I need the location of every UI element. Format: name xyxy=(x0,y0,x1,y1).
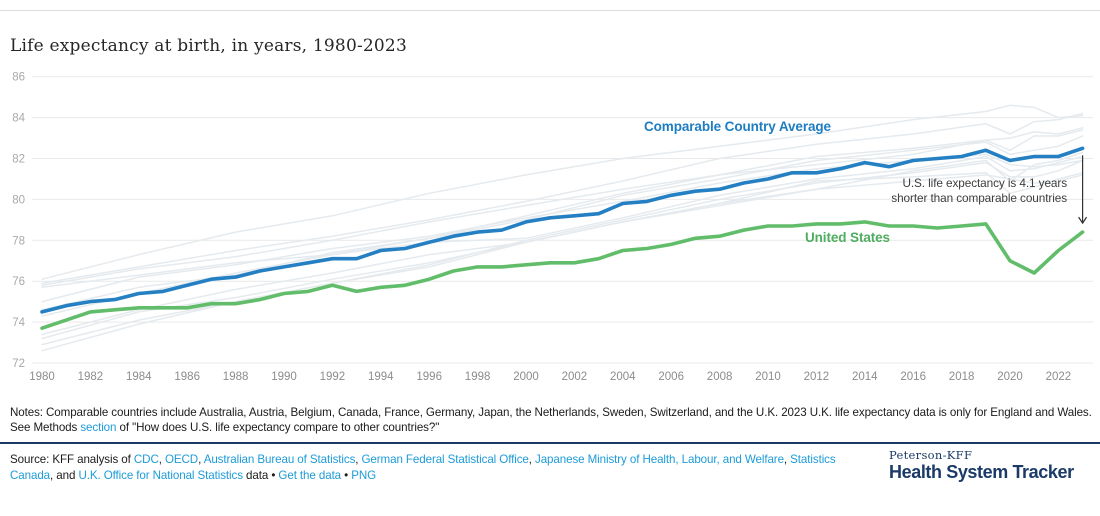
gap-annotation-line1: U.S. life expectancy is 4.1 years xyxy=(902,176,1067,190)
health-system-tracker-logo[interactable]: Peterson-KFF Health System Tracker xyxy=(889,448,1074,483)
source-link[interactable]: Statistics Canada xyxy=(10,453,836,482)
source-link[interactable]: OECD xyxy=(164,453,199,466)
x-tick-label: 1998 xyxy=(465,371,491,383)
source-text: data xyxy=(242,468,272,482)
x-tick-label: 1986 xyxy=(174,371,200,383)
notes-text-line1: Notes: Comparable countries include Aust… xyxy=(10,406,1092,419)
x-tick-label: 2018 xyxy=(949,371,975,383)
x-tick-label: 1984 xyxy=(126,371,152,383)
source-text: • xyxy=(341,468,352,482)
source-text: Source: KFF analysis of xyxy=(10,453,134,466)
source-link[interactable]: Get the data xyxy=(278,468,342,482)
footer-divider xyxy=(0,442,1100,444)
methods-section-link[interactable]: section xyxy=(80,421,117,434)
background-country-line xyxy=(41,104,1084,280)
y-tick-label: 74 xyxy=(12,317,25,329)
comparable-country-average-line xyxy=(40,146,1085,314)
logo-health-system-tracker: Health System Tracker xyxy=(889,462,1074,482)
line-chart-canvas: 72 74 76 78 80 82 84 86 1980 1982 1984 1986 1988 1990… xyxy=(12,72,1093,383)
background-country-line xyxy=(41,151,1084,336)
source-link[interactable]: CDC xyxy=(133,453,159,466)
background-country-line xyxy=(41,153,1084,303)
x-tick-label: 2020 xyxy=(997,371,1023,383)
x-tick-label: 2014 xyxy=(852,371,878,383)
source-link[interactable]: PNG xyxy=(351,468,377,482)
source-text: , xyxy=(158,453,165,466)
x-tick-label: 1992 xyxy=(320,371,346,383)
x-tick-label: 2002 xyxy=(562,371,588,383)
chart-title: Life expectancy at birth, in years, 1980… xyxy=(10,36,407,56)
notes-text-line2-prefix: See Methods xyxy=(10,421,81,434)
source-text: , xyxy=(198,453,204,466)
y-tick-label: 76 xyxy=(12,276,25,288)
notes: Notes: Comparable countries include Aust… xyxy=(10,405,1092,435)
source-link[interactable]: U.K. Office for National Statistics xyxy=(78,468,243,482)
x-tick-label: 2006 xyxy=(658,371,684,383)
source: Source: KFF analysis of CDC, OECD, Austr… xyxy=(10,452,866,483)
source-text: • xyxy=(271,468,279,482)
x-tick-label: 1988 xyxy=(223,371,249,383)
x-tick-label: 2022 xyxy=(1046,371,1072,383)
x-tick-label: 1982 xyxy=(78,371,104,383)
x-tick-label: 1996 xyxy=(416,371,442,383)
source-text: , xyxy=(528,453,536,466)
y-tick-label: 72 xyxy=(12,358,25,370)
legend-label-comparable-country-average: Comparable Country Average xyxy=(644,119,831,134)
gap-annotation-line2: shorter than comparable countries xyxy=(891,191,1067,205)
x-tick-label: 2012 xyxy=(804,371,830,383)
x-tick-label: 1990 xyxy=(271,371,297,383)
y-tick-label: 86 xyxy=(12,72,25,84)
source-text: , xyxy=(783,453,791,466)
legend-label-united-states: United States xyxy=(805,230,890,245)
x-tick-label: 2008 xyxy=(707,371,733,383)
source-text: , and xyxy=(50,468,79,482)
x-tick-label: 1980 xyxy=(29,371,55,383)
x-tick-label: 2010 xyxy=(755,371,781,383)
y-tick-label: 80 xyxy=(12,194,25,206)
x-tick-label: 2000 xyxy=(513,371,539,383)
x-tick-label: 2004 xyxy=(610,371,636,383)
source-link[interactable]: German Federal Statistical Office xyxy=(361,453,529,466)
source-link[interactable]: Japanese Ministry of Health, Labour, and… xyxy=(535,453,784,466)
x-tick-label: 2016 xyxy=(900,371,926,383)
source-link[interactable]: Australian Bureau of Statistics xyxy=(203,453,356,466)
logo-peterson-kff: Peterson-KFF xyxy=(889,448,973,462)
background-country-line xyxy=(41,135,1084,317)
gap-annotation: U.S. life expectancy is 4.1 years shorte… xyxy=(891,176,1067,206)
x-tick-label: 1994 xyxy=(368,371,394,383)
y-tick-label: 78 xyxy=(12,235,25,247)
background-country-line xyxy=(41,112,1084,284)
source-text: , xyxy=(355,453,362,466)
gap-arrowhead-icon xyxy=(1078,216,1088,225)
y-tick-label: 84 xyxy=(12,113,25,125)
united-states-line xyxy=(40,220,1085,331)
background-country-line xyxy=(41,159,1084,352)
notes-text-line2-suffix: of "How does U.S. life expectancy compar… xyxy=(116,421,440,434)
top-divider xyxy=(0,10,1100,11)
y-tick-label: 82 xyxy=(12,154,25,166)
